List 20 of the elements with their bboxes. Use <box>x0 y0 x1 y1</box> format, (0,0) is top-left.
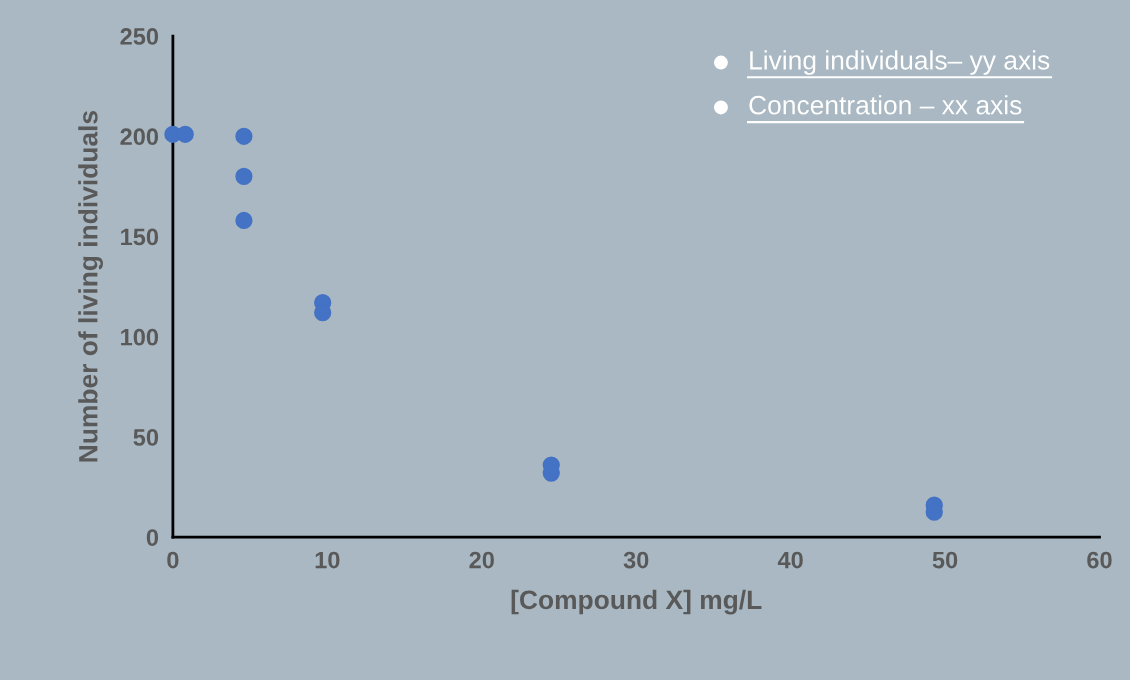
x-tick-label: 10 <box>315 551 340 569</box>
x-tick-label: 40 <box>777 551 803 569</box>
y-tick-label: 50 <box>133 429 159 446</box>
point <box>235 167 253 185</box>
annotation: Living individuals– yy axis <box>750 50 1050 75</box>
y-axis-title: Number of living individuals <box>78 111 103 462</box>
y-tick-label: 0 <box>146 529 159 546</box>
y-tick-label: 250 <box>120 28 159 45</box>
y-tick-label: 200 <box>120 128 159 146</box>
y-tick-label: 150 <box>121 228 159 246</box>
x-tick-label: 60 <box>1087 551 1112 569</box>
x-tick-label: 50 <box>932 551 958 569</box>
annotation: Concentration – xx axis <box>749 95 1022 115</box>
y-tick-label: 100 <box>121 328 159 346</box>
x-tick-label: 0 <box>167 551 179 569</box>
x-tick-label: 20 <box>469 551 494 569</box>
point <box>235 211 253 230</box>
x-axis-title: [Compound X] mg/L <box>511 589 762 615</box>
point <box>235 127 253 145</box>
x-tick-label: 30 <box>623 551 649 569</box>
